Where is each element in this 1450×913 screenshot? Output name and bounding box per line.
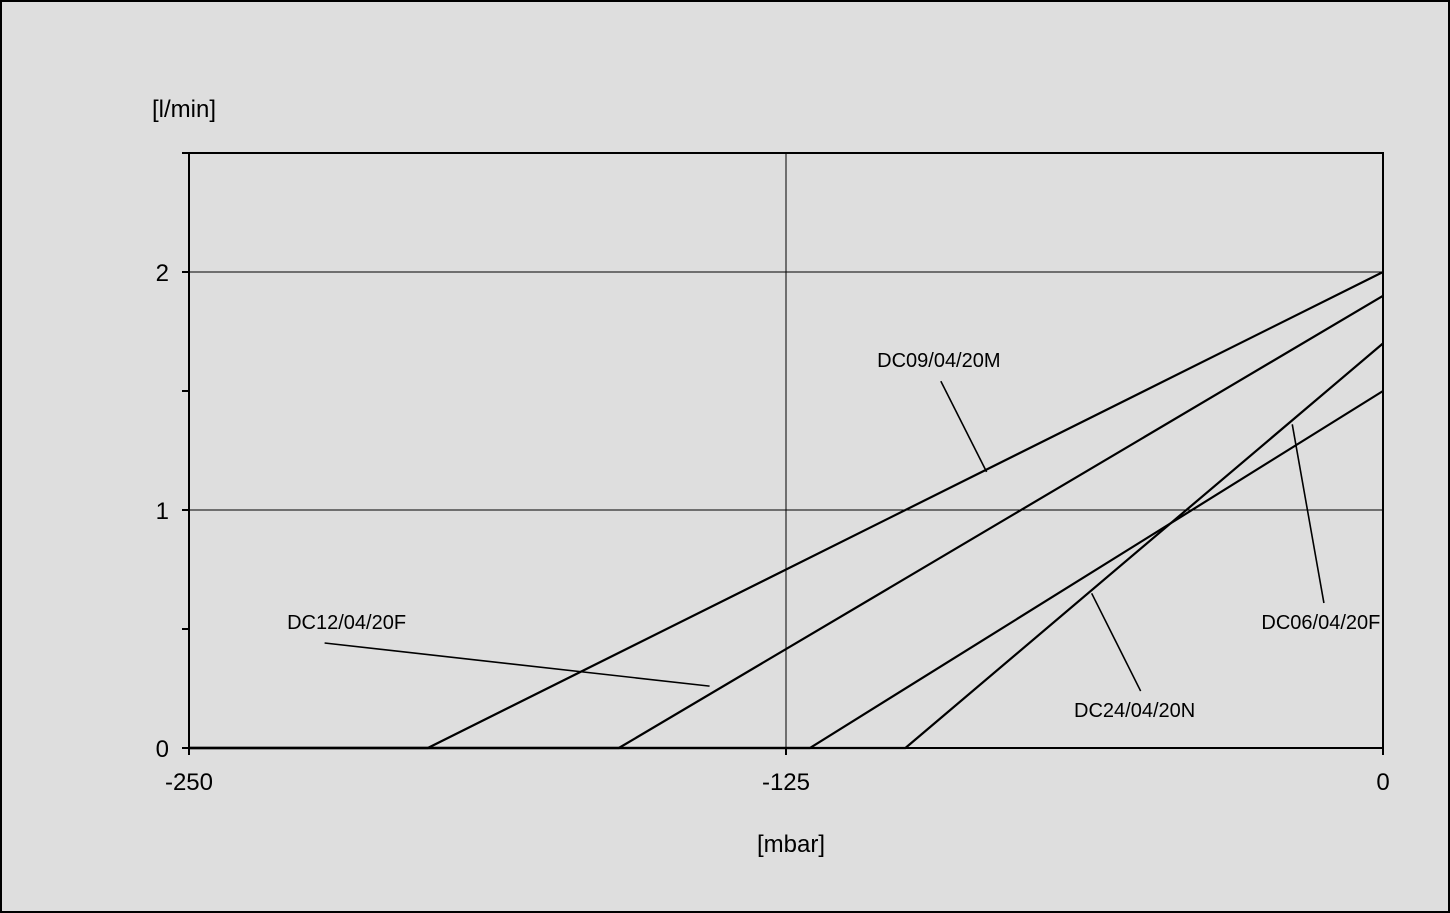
- series-label-dc09-04-20m: DC09/04/20M: [877, 350, 1000, 372]
- leader-line-dc09-04-20m: [940, 380, 988, 473]
- y-tick-label-1: 1: [156, 498, 169, 525]
- leader-line-dc06-04-20f: [1291, 424, 1325, 604]
- tick-layer: 0 1 2 -250 -125 0: [156, 152, 1390, 796]
- annotation-layer: DC09/04/20M DC12/04/20F DC24/04/20N DC06/04…: [287, 350, 1380, 722]
- series-label-dc12-04-20f: DC12/04/20F: [287, 612, 406, 634]
- series-label-dc24-04-20n: DC24/04/20N: [1074, 700, 1195, 722]
- series-label-dc06-04-20f: DC06/04/20F: [1261, 612, 1380, 634]
- x-tick-label-250: -250: [165, 769, 213, 796]
- leader-line-dc12-04-20f: [324, 642, 710, 687]
- y-axis-title: [l/min]: [152, 96, 216, 123]
- x-tick-label-0: 0: [1376, 769, 1389, 796]
- x-axis-title: [mbar]: [757, 831, 825, 858]
- y-tick-label-2: 2: [156, 260, 169, 287]
- leader-line-dc24-04-20n: [1090, 592, 1142, 692]
- x-tick-label-125: -125: [762, 769, 810, 796]
- y-tick-label-0: 0: [156, 736, 169, 763]
